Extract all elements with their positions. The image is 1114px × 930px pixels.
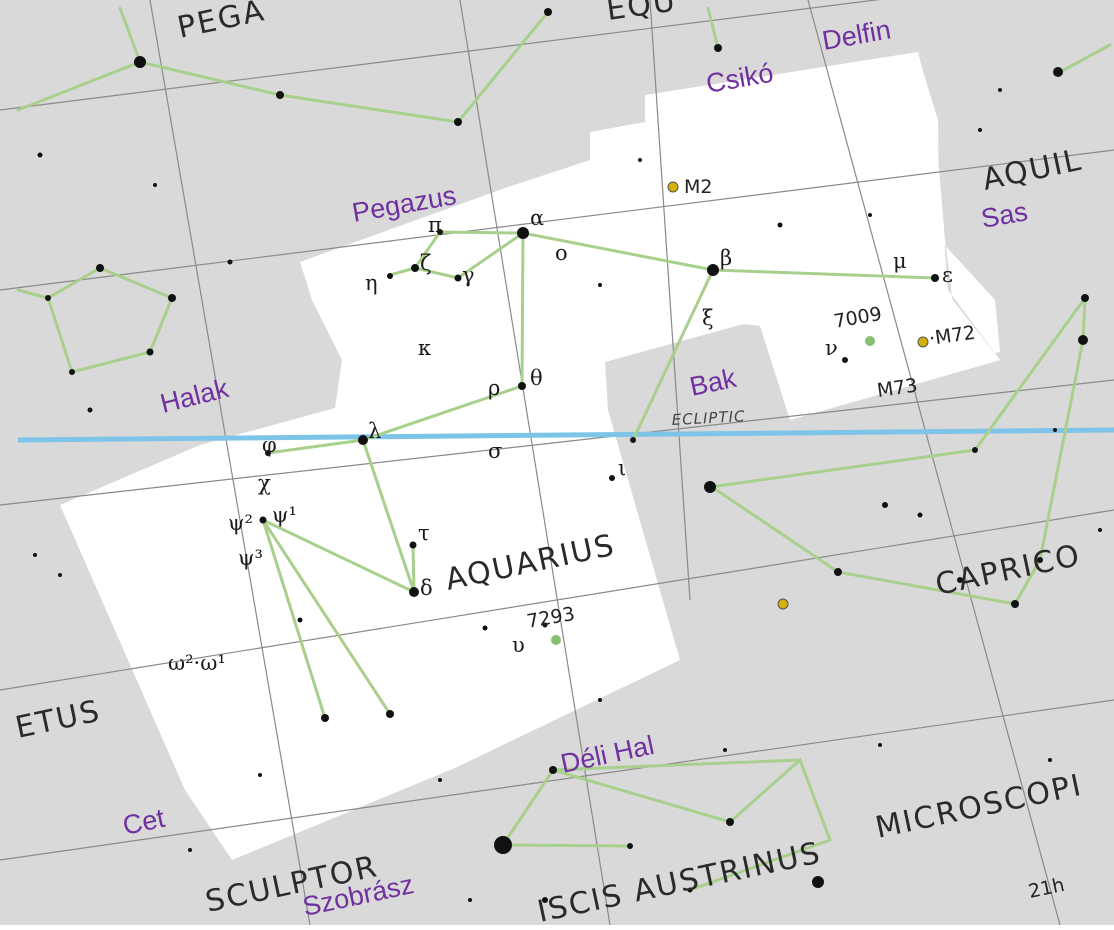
- star-kappa: κ: [418, 336, 431, 360]
- label-m2: M2: [684, 176, 712, 198]
- star-zeta: ζ: [420, 251, 431, 275]
- star-delta: δ: [420, 576, 433, 600]
- star-rho: ρ: [488, 376, 500, 400]
- star-sigma: σ: [488, 439, 502, 463]
- star-psi3: ψ³: [238, 546, 263, 570]
- star-omega: ω²·ω¹: [168, 651, 226, 675]
- star-mu: μ: [893, 249, 907, 273]
- star-epsilon: ε: [942, 263, 953, 287]
- star-iota: ι: [618, 456, 626, 480]
- star-phi: φ: [262, 433, 277, 457]
- star-theta: θ: [530, 366, 543, 390]
- star-xi: ξ: [702, 306, 714, 330]
- star-psi2: ψ²: [228, 511, 253, 535]
- star-gamma: γ: [462, 263, 475, 287]
- star-chi: χ: [258, 471, 271, 495]
- deep-sky-objects: [551, 181, 929, 645]
- star-lambda: λ: [368, 419, 381, 443]
- ecliptic-line: [17, 427, 1114, 443]
- label-ecliptic: ECLIPTIC: [671, 407, 746, 429]
- star-tau: τ: [418, 521, 430, 545]
- star-omicron: ο: [555, 241, 568, 265]
- star-eta: η: [365, 271, 378, 295]
- star-alpha: α: [530, 206, 544, 230]
- stars: [33, 8, 1102, 903]
- star-pi: π: [428, 213, 442, 237]
- star-nu: ν: [825, 336, 838, 360]
- star-beta: β: [720, 246, 732, 270]
- star-upsilon: υ: [512, 633, 525, 657]
- aquarius-region-east: [600, 52, 1000, 420]
- star-psi1: ψ¹: [272, 503, 297, 527]
